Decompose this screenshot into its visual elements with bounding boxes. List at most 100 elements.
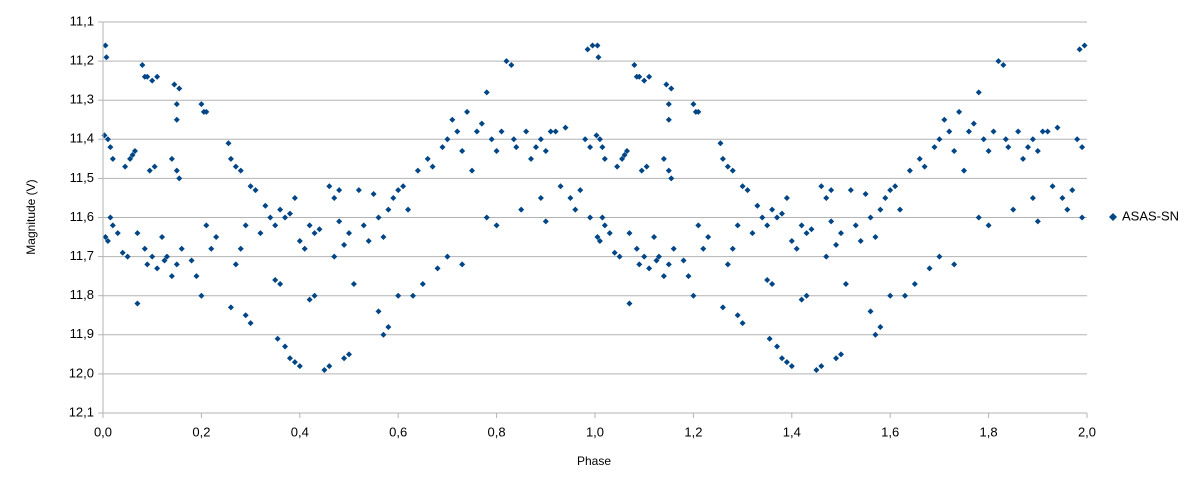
data-point bbox=[636, 73, 643, 80]
data-point bbox=[119, 249, 126, 256]
data-point bbox=[631, 62, 638, 69]
data-point bbox=[623, 148, 630, 155]
data-point bbox=[611, 249, 618, 256]
data-point bbox=[663, 81, 670, 88]
data-point bbox=[867, 308, 874, 315]
data-point bbox=[498, 128, 505, 135]
data-point bbox=[724, 261, 731, 268]
data-point bbox=[1034, 218, 1041, 225]
data-point bbox=[242, 312, 249, 319]
data-point bbox=[267, 214, 274, 221]
data-point bbox=[778, 210, 785, 217]
data-point bbox=[518, 206, 525, 213]
data-point bbox=[557, 183, 564, 190]
data-point bbox=[296, 237, 303, 244]
data-point bbox=[668, 85, 675, 92]
data-point bbox=[1029, 136, 1036, 143]
data-point bbox=[823, 194, 830, 201]
data-point bbox=[717, 140, 724, 147]
data-point bbox=[572, 206, 579, 213]
y-tick-label: 11,1 bbox=[70, 13, 94, 28]
data-point bbox=[449, 116, 456, 123]
data-point bbox=[852, 222, 859, 229]
data-point bbox=[390, 194, 397, 201]
data-point bbox=[104, 237, 111, 244]
data-point bbox=[370, 191, 377, 198]
data-point bbox=[877, 206, 884, 213]
data-point bbox=[862, 191, 869, 198]
legend-marker bbox=[1109, 213, 1117, 221]
data-point bbox=[680, 257, 687, 264]
data-point bbox=[587, 214, 594, 221]
data-point bbox=[660, 155, 667, 162]
data-point bbox=[589, 42, 596, 49]
data-point bbox=[296, 363, 303, 370]
data-point bbox=[176, 85, 183, 92]
data-point bbox=[766, 335, 773, 342]
y-tick-label: 11,5 bbox=[70, 170, 94, 185]
data-point bbox=[653, 257, 660, 264]
data-point bbox=[103, 54, 110, 61]
x-tick-label: 1,2 bbox=[684, 424, 702, 439]
data-point bbox=[614, 163, 621, 170]
x-tick-label: 1,6 bbox=[881, 424, 899, 439]
data-point bbox=[286, 355, 293, 362]
data-point bbox=[700, 245, 707, 252]
data-point bbox=[744, 187, 751, 194]
data-point bbox=[626, 230, 633, 237]
data-point bbox=[1069, 187, 1076, 194]
data-point bbox=[528, 155, 535, 162]
data-point bbox=[171, 81, 178, 88]
data-point bbox=[941, 116, 948, 123]
data-point bbox=[1034, 148, 1041, 155]
data-point bbox=[395, 292, 402, 299]
data-point bbox=[102, 42, 109, 49]
data-point bbox=[798, 222, 805, 229]
data-point bbox=[173, 116, 180, 123]
data-point bbox=[951, 148, 958, 155]
data-point bbox=[842, 280, 849, 287]
data-point bbox=[739, 320, 746, 327]
data-point bbox=[719, 155, 726, 162]
data-point bbox=[660, 273, 667, 280]
data-point bbox=[439, 144, 446, 151]
data-point bbox=[282, 343, 289, 350]
data-point bbox=[537, 194, 544, 201]
data-point bbox=[857, 237, 864, 244]
data-point bbox=[163, 253, 170, 260]
data-point bbox=[542, 148, 549, 155]
data-point bbox=[444, 136, 451, 143]
data-point bbox=[582, 136, 589, 143]
data-point bbox=[483, 89, 490, 96]
data-point bbox=[729, 245, 736, 252]
data-point bbox=[131, 148, 138, 155]
data-point bbox=[101, 132, 108, 139]
data-point bbox=[306, 222, 313, 229]
data-point bbox=[151, 163, 158, 170]
data-point bbox=[454, 128, 461, 135]
data-point bbox=[803, 230, 810, 237]
data-point bbox=[828, 218, 835, 225]
data-point bbox=[336, 218, 343, 225]
data-point bbox=[321, 366, 328, 373]
data-point bbox=[872, 331, 879, 338]
data-point bbox=[594, 234, 601, 241]
data-point bbox=[301, 245, 308, 252]
data-point bbox=[225, 140, 232, 147]
data-point bbox=[705, 234, 712, 241]
data-point bbox=[1044, 128, 1051, 135]
data-point bbox=[547, 128, 554, 135]
data-point bbox=[444, 253, 451, 260]
data-point bbox=[144, 261, 151, 268]
data-point bbox=[203, 108, 210, 115]
data-point bbox=[198, 292, 205, 299]
data-point bbox=[636, 261, 643, 268]
data-point bbox=[346, 351, 352, 358]
data-point bbox=[146, 167, 153, 174]
data-point bbox=[1029, 194, 1036, 201]
data-point bbox=[601, 222, 608, 229]
data-point bbox=[331, 194, 338, 201]
data-point bbox=[274, 335, 281, 342]
data-point bbox=[774, 343, 781, 350]
data-point bbox=[665, 116, 672, 123]
